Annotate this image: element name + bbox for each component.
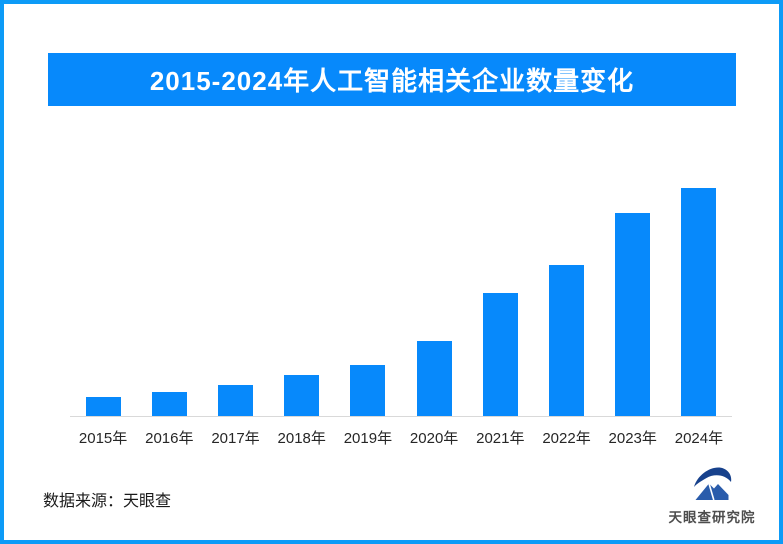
chart-title-banner: 2015-2024年人工智能相关企业数量变化 (48, 53, 736, 106)
bar-slot-2018年 (269, 150, 335, 416)
bar-slot-2019年 (335, 150, 401, 416)
bar-slot-2015年 (70, 150, 136, 416)
bar-slot-2022年 (533, 150, 599, 416)
x-tick-2024年: 2024年 (674, 430, 724, 447)
x-tick-2016年: 2016年 (145, 430, 194, 447)
x-tick-2021年: 2021年 (476, 430, 525, 447)
x-tick-2022年: 2022年 (542, 430, 591, 447)
x-tick-2020年: 2020年 (409, 430, 459, 447)
x-tick-2023年: 2023年 (608, 430, 657, 447)
x-tick-2018年: 2018年 (277, 430, 326, 447)
brand-label: 天眼查研究院 (668, 510, 756, 525)
x-tick-2019年: 2019年 (343, 430, 393, 447)
bar-2022年 (549, 264, 585, 416)
bar-2023年 (615, 212, 651, 416)
bar-chart-plot-area (70, 150, 732, 417)
x-tick-2015年: 2015年 (78, 430, 128, 447)
bar-slot-2020年 (401, 150, 467, 416)
x-axis-tick-labels: 2015年 2016年 2017年 2018年 2019年 2020年 2021年 2022年… (70, 428, 732, 450)
bar-2015年 (85, 396, 121, 416)
bar-2024年 (681, 187, 717, 416)
bar-slot-2016年 (136, 150, 202, 416)
bar-2021年 (482, 293, 518, 416)
bar-2019年 (350, 365, 386, 416)
brand-block: 天眼查研究院 (657, 466, 767, 526)
bar-slot-2024年 (666, 150, 732, 416)
bar-2016年 (151, 391, 187, 416)
bar-2017年 (218, 384, 253, 416)
bar-2018年 (284, 375, 320, 416)
bar-slot-2017年 (202, 150, 268, 416)
bar-slot-2021年 (467, 150, 533, 416)
chart-title: 2015-2024年人工智能相关企业数量变化 (149, 66, 635, 96)
data-source-note: 数据来源：天眼查 (43, 493, 172, 510)
x-tick-2017年: 2017年 (211, 430, 260, 447)
bar-slot-2023年 (600, 150, 666, 416)
tianyancha-logo-icon (694, 467, 732, 501)
bar-2020年 (416, 340, 452, 416)
